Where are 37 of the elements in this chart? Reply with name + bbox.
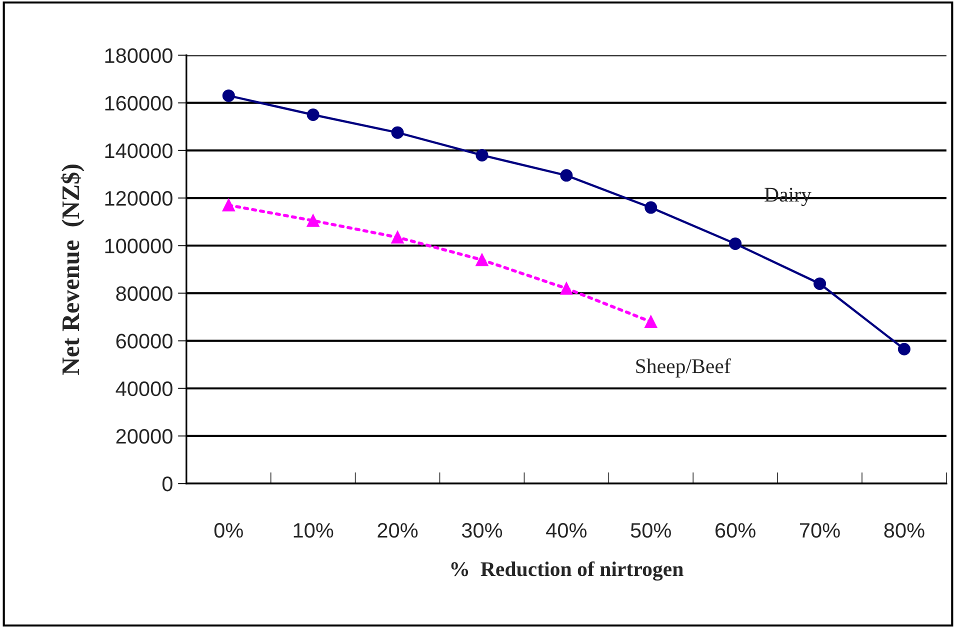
y-tick-label: 180000 [105, 48, 172, 64]
x-tick-label: 30% [462, 523, 502, 538]
y-tick-label: 80000 [116, 286, 172, 301]
x-tick-label: 70% [800, 523, 840, 538]
point [476, 148, 488, 162]
x-tick-label: 50% [630, 523, 671, 538]
x-tick-label: 40% [546, 523, 587, 538]
x-tick-label: 80% [884, 523, 924, 538]
point [560, 169, 573, 182]
point [306, 108, 320, 121]
y-tick-label: 120000 [105, 191, 172, 206]
y-tick-label: 140000 [105, 143, 172, 158]
y-axis-title: Net Revenue (NZ$) [60, 164, 84, 375]
y-tick-label: 0 [162, 476, 172, 492]
x-tick-label: 20% [378, 523, 418, 538]
point [391, 126, 404, 139]
series-label: Sheep/Beef [636, 358, 731, 378]
point [644, 201, 658, 214]
y-tick-label: 40000 [116, 381, 172, 396]
point [560, 282, 573, 295]
point [391, 231, 404, 244]
point [898, 342, 910, 356]
point [814, 277, 826, 290]
point [222, 198, 235, 212]
y-tick-label: 100000 [105, 238, 172, 254]
point [306, 214, 320, 227]
y-tick-label: 20000 [116, 428, 172, 444]
x-tick-label: 0% [214, 523, 243, 538]
y-tick-label: 60000 [116, 334, 172, 349]
y-tick-label: 160000 [105, 96, 172, 111]
point [644, 316, 658, 328]
x-tick-label: 10% [294, 523, 334, 538]
point [729, 237, 742, 250]
point [222, 89, 235, 102]
x-tick-label: 60% [716, 523, 756, 538]
x-axis-title: % Reduction of nirtrogen [451, 561, 684, 581]
point [476, 254, 488, 266]
